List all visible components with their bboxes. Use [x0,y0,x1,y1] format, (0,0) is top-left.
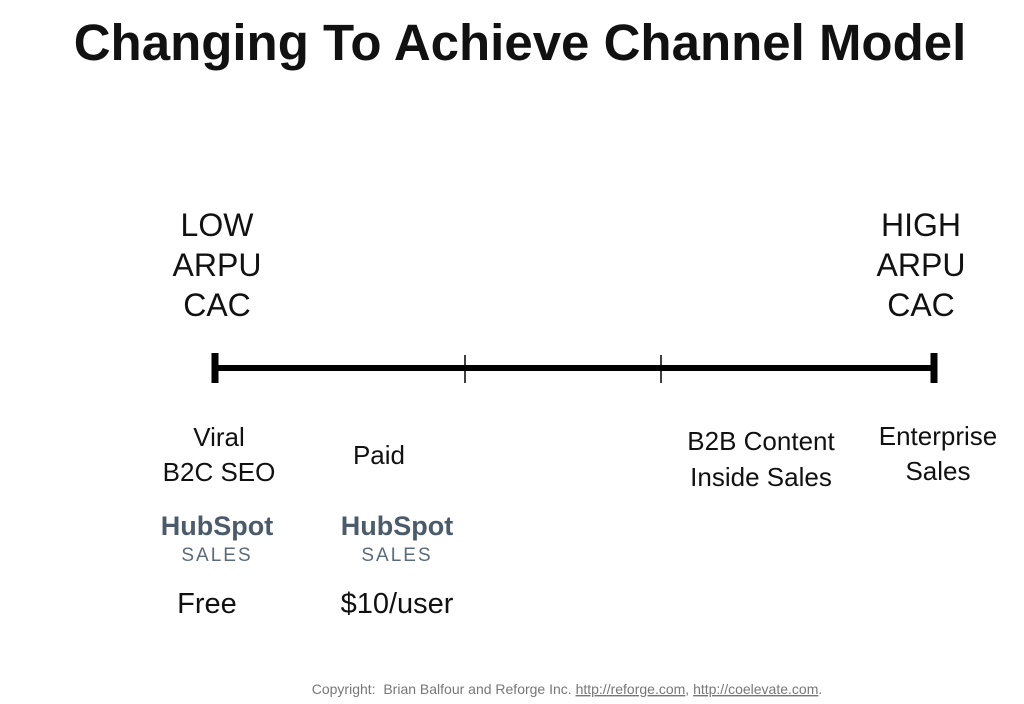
low-label: ARPU [173,247,262,283]
channel-label: B2C SEO [163,457,276,487]
channel-labels: Viral B2C SEO Paid B2B Content Inside Sa… [163,421,998,492]
low-labels: LOW ARPU CAC [173,207,262,323]
footer-text: . [818,681,822,697]
product-logo-sub: SALES [181,545,252,566]
product-logo: HubSpot [161,511,273,541]
channel-label: Sales [905,456,970,486]
footer-link[interactable]: http://coelevate.com [693,681,818,697]
high-label: CAC [887,287,955,323]
channel-label: Enterprise [879,421,998,451]
low-label: LOW [181,207,255,243]
footer-text: Copyright: Brian Balfour and Reforge Inc… [312,681,572,697]
high-label: ARPU [877,247,966,283]
products: HubSpot SALES Free HubSpot SALES $10/use… [161,511,454,620]
low-label: CAC [183,287,251,323]
channel-label: Viral [193,422,245,452]
product-price: $10/user [341,588,454,620]
product-price: Free [177,588,237,620]
footer-link[interactable]: http://reforge.com [576,681,686,697]
footer-text: , [685,681,689,697]
scale-axis [211,353,938,383]
high-labels: HIGH ARPU CAC [877,207,966,323]
title: Changing To Achieve Channel Model [74,14,967,71]
channel-label: Paid [353,440,405,470]
product-logo: HubSpot [341,511,453,541]
footer: Copyright: Brian Balfour and Reforge Inc… [312,681,823,697]
channel-label: Inside Sales [690,462,832,492]
channel-label: B2B Content [687,426,835,456]
high-label: HIGH [881,207,961,243]
product-logo-sub: SALES [361,545,432,566]
